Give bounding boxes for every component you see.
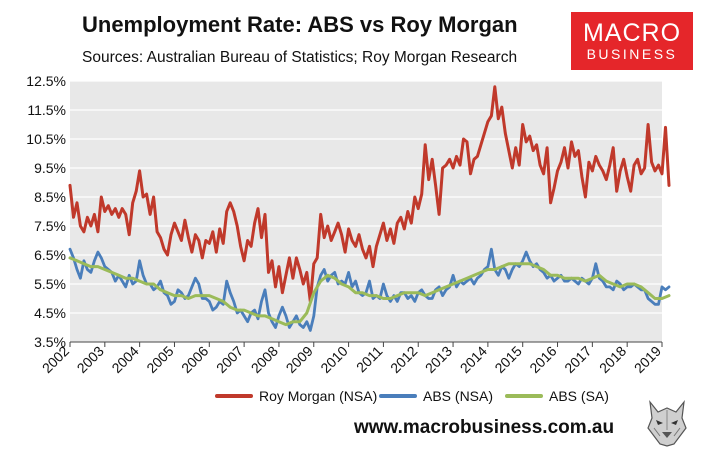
y-tick-label: 9.5% — [34, 160, 66, 176]
x-tick-label: 2011 — [353, 343, 386, 376]
x-tick-label: 2015 — [491, 343, 524, 376]
macrobusiness-logo: MACRO BUSINESS — [571, 12, 693, 70]
x-tick-label: 2013 — [422, 343, 455, 376]
x-tick-label: 2014 — [457, 343, 490, 376]
x-tick-label: 2007 — [213, 343, 246, 376]
footer-website-url: www.macrobusiness.com.au — [354, 417, 615, 438]
plot-area — [70, 81, 662, 342]
x-tick-label: 2010 — [317, 343, 350, 376]
y-tick-label: 10.5% — [26, 131, 66, 147]
chart-legend: Roy Morgan (NSA) ABS (NSA) ABS (SA) — [207, 388, 647, 410]
x-tick-label: 2017 — [561, 343, 594, 376]
chart-title: Unemployment Rate: ABS vs Roy Morgan — [82, 12, 518, 37]
legend-item-abs-sa: ABS (SA) — [505, 388, 609, 404]
logo-line-1: MACRO — [582, 19, 682, 47]
legend-label-abs-nsa: ABS (NSA) — [423, 388, 494, 404]
legend-label-roy-morgan: Roy Morgan (NSA) — [259, 388, 378, 404]
series-line-0 — [68, 85, 671, 303]
y-tick-label: 7.5% — [34, 218, 66, 234]
legend-item-abs-nsa: ABS (NSA) — [379, 388, 493, 404]
x-tick-label: 2019 — [631, 343, 664, 376]
x-tick-label: 2008 — [248, 343, 281, 376]
y-tick-label: 5.5% — [34, 276, 66, 292]
y-tick-label: 8.5% — [34, 189, 66, 205]
y-tick-label: 3.5% — [34, 334, 66, 350]
x-tick-label: 2009 — [283, 343, 316, 376]
legend-item-roy-morgan: Roy Morgan (NSA) — [215, 388, 377, 404]
y-tick-label: 11.5% — [27, 102, 66, 118]
series-line-1 — [68, 247, 671, 332]
y-tick-label: 6.5% — [34, 247, 66, 263]
y-tick-label: 4.5% — [34, 305, 66, 321]
series-line-2 — [68, 256, 671, 327]
legend-swatch-abs-sa — [505, 394, 543, 398]
legend-label-abs-sa: ABS (SA) — [549, 388, 609, 404]
y-tick-label: 12.5% — [26, 73, 66, 89]
legend-swatch-roy-morgan — [215, 394, 253, 398]
wolf-head-icon — [644, 398, 690, 448]
logo-line-2: BUSINESS — [586, 46, 678, 62]
x-tick-label: 2003 — [74, 343, 107, 376]
x-tick-label: 2006 — [178, 343, 211, 376]
chart-subtitle: Sources: Australian Bureau of Statistics… — [82, 49, 518, 66]
x-tick-label: 2018 — [596, 343, 629, 376]
x-tick-label: 2012 — [387, 343, 420, 376]
x-tick-label: 2005 — [143, 343, 176, 376]
legend-swatch-abs-nsa — [379, 394, 417, 398]
x-tick-label: 2004 — [108, 343, 141, 376]
x-tick-label: 2016 — [526, 343, 559, 376]
